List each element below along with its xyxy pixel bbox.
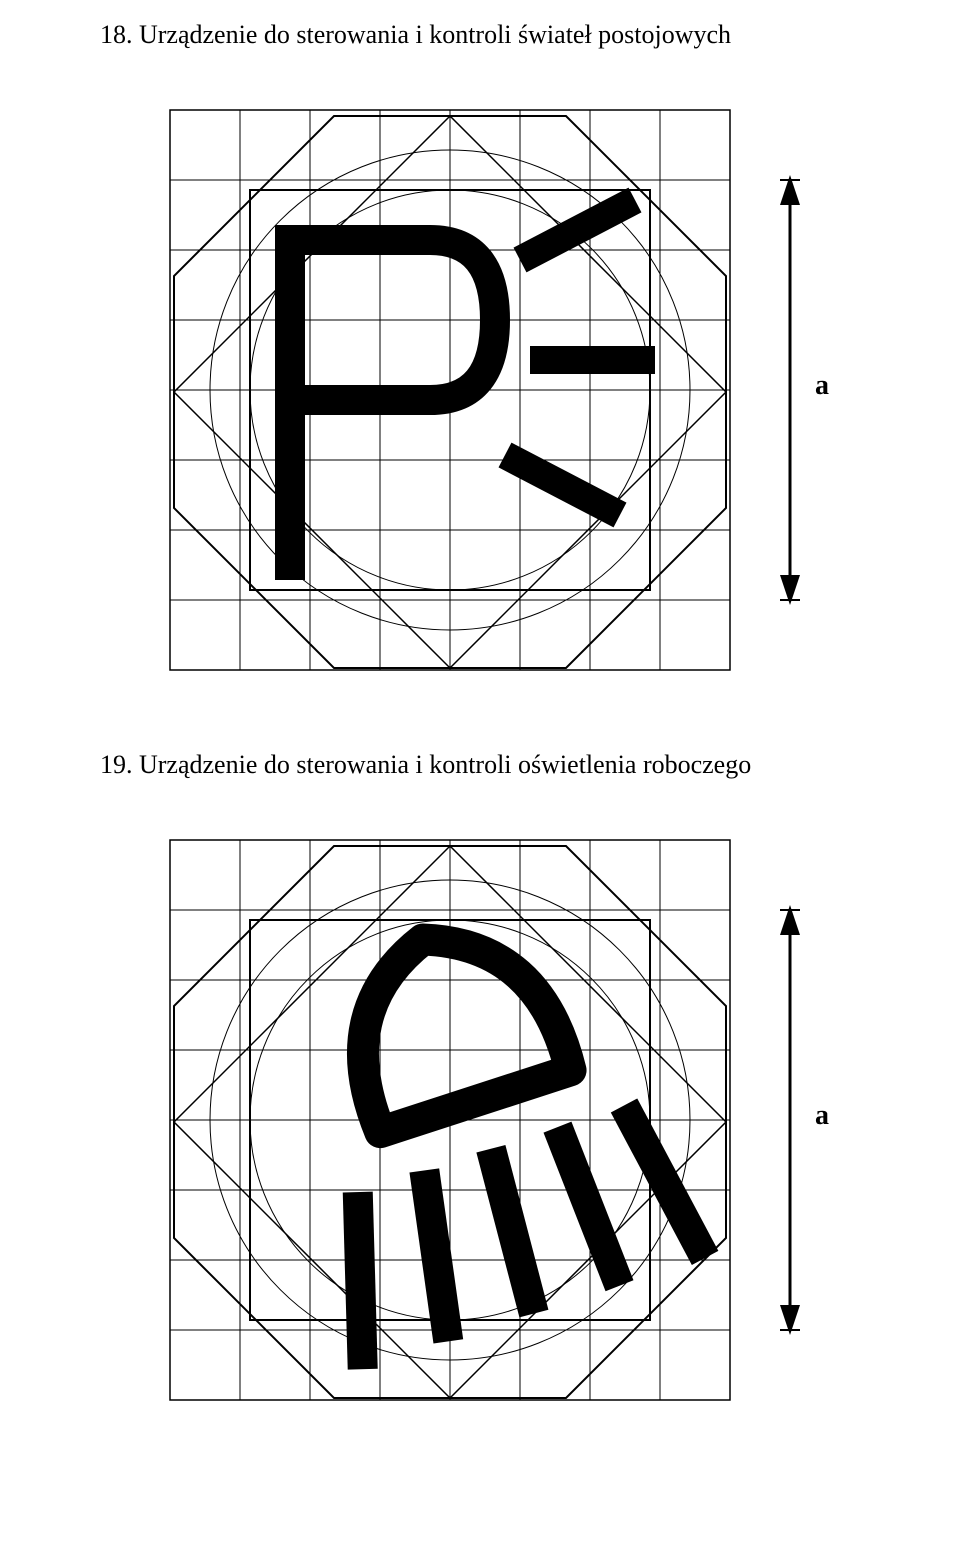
dimension-label-19: a: [815, 1100, 829, 1132]
caption-18: 18. Urządzenie do sterowania i kontroli …: [100, 20, 920, 50]
diagram-19-container: a: [100, 800, 860, 1440]
diagram-18-container: a: [100, 70, 860, 710]
diagram-18-svg: [100, 70, 860, 710]
dimension-arrow-18: [780, 175, 800, 605]
work-light-symbol: [242, 887, 705, 1369]
caption-19: 19. Urządzenie do sterowania i kontroli …: [100, 750, 920, 780]
diagram-19-svg: [100, 800, 860, 1440]
dimension-label-18: a: [815, 370, 829, 402]
dimension-arrow-19: [780, 905, 800, 1335]
